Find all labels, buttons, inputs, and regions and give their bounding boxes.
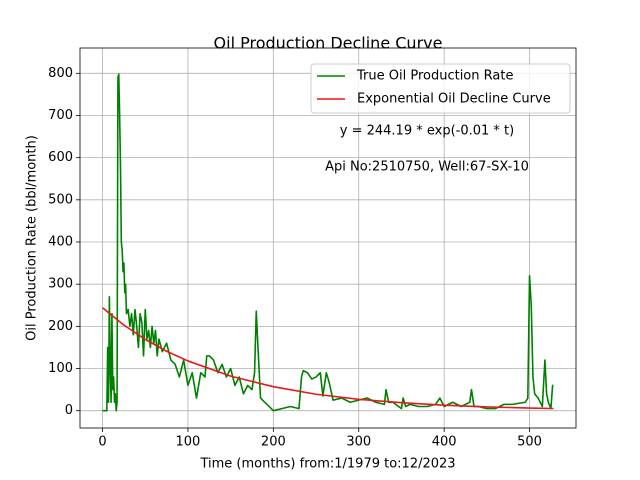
legend-label: True Oil Production Rate [356,69,513,84]
y-axis-label: Oil Production Rate (bbl/month) [25,135,40,341]
y-tick-label: 200 [48,319,73,334]
legend-label: Exponential Oil Decline Curve [357,92,551,107]
y-tick-label: 800 [48,66,73,81]
y-tick-label: 700 [48,108,73,123]
y-tick-label: 400 [48,235,73,250]
series-line [102,307,554,410]
y-tick-label: 600 [48,150,73,165]
x-tick-label: 0 [98,435,106,450]
chart-title: Oil Production Decline Curve [214,34,443,53]
x-tick-label: 500 [517,435,542,450]
y-tick-label: 300 [48,277,73,292]
x-tick-label: 100 [176,435,201,450]
y-tick-label: 100 [48,361,73,376]
x-axis-label: Time (months) from:1/1979 to:12/2023 [199,457,455,472]
legend-box [310,63,571,114]
annotation: Api No:2510750, Well:67-SX-10 [325,160,529,175]
series-line [102,73,554,412]
y-tick-label: 0 [65,403,73,418]
y-tick-label: 500 [48,192,73,207]
x-tick-label: 400 [432,435,457,450]
annotation: y = 244.19 * exp(-0.01 * t) [340,124,514,139]
x-tick-label: 200 [261,435,286,450]
plot-frame [79,47,577,429]
x-tick-label: 300 [346,435,371,450]
